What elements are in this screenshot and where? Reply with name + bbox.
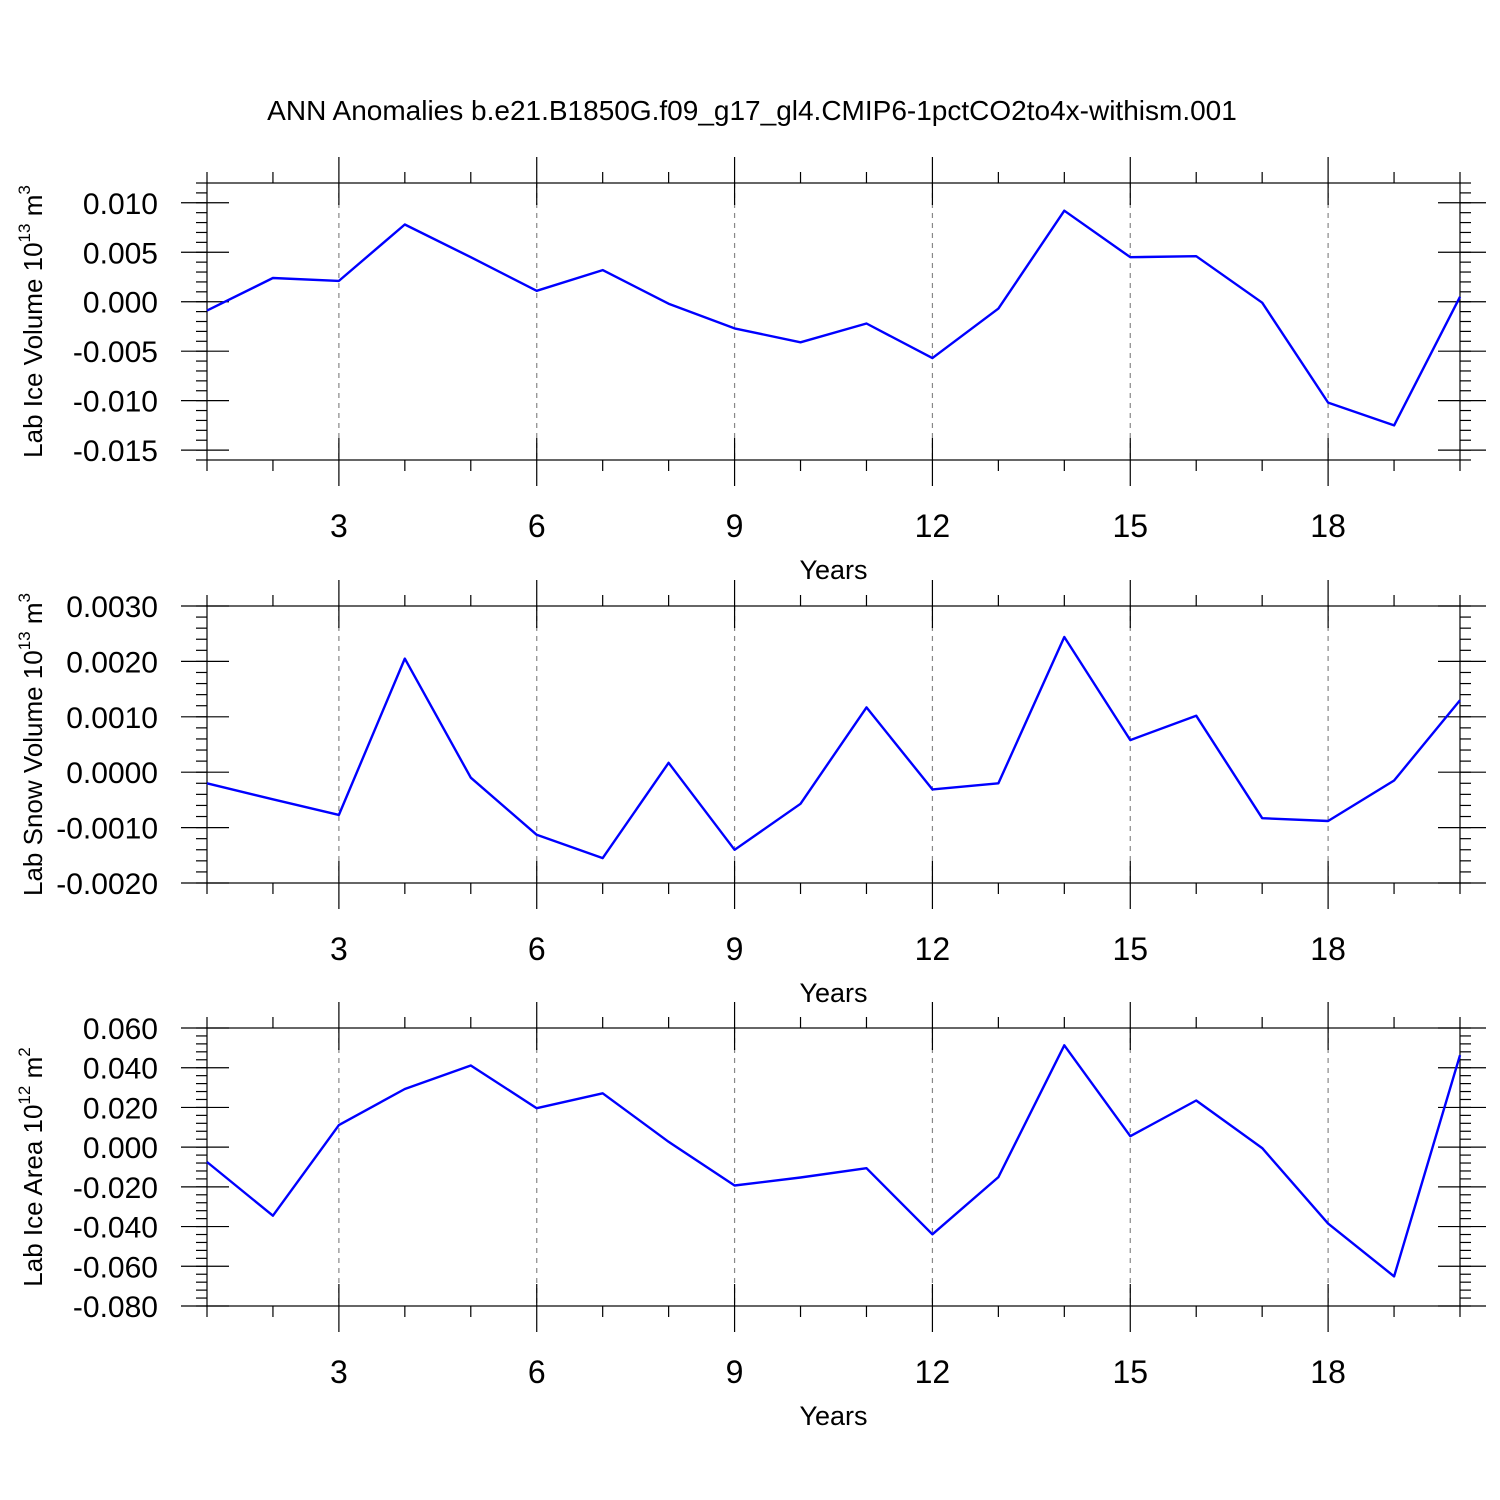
panel-2-xtick-label-6: 6 bbox=[528, 931, 546, 967]
panel-2-xlabel: Years bbox=[799, 978, 867, 1008]
panel-3-ytick-label-4: 0.000 bbox=[83, 1132, 158, 1165]
panel-3-ylabel-unit-exp: 2 bbox=[15, 1047, 34, 1056]
panel-1-ylabel-unit: m bbox=[18, 195, 48, 224]
panel-2-ylabel-exp: 13 bbox=[15, 631, 34, 650]
panel-2-ylabel: Lab Snow Volume 1013 m3 bbox=[15, 593, 48, 896]
panel-2-ytick-label-2: 0.0000 bbox=[66, 757, 158, 790]
panel-3-xlabel: Years bbox=[799, 1401, 867, 1431]
panel-3-ylabel: Lab Ice Area 1012 m2 bbox=[15, 1047, 48, 1286]
panel-2-xtick-label-3: 3 bbox=[330, 931, 348, 967]
panel-3-xtick-label-12: 12 bbox=[915, 1354, 951, 1390]
panel-3-xtick-label-6: 6 bbox=[528, 1354, 546, 1390]
panel-1-ylabel-unit-exp: 3 bbox=[15, 185, 34, 194]
panel-1-ytick-label-3: 0.000 bbox=[83, 287, 158, 320]
panel-3-xtick-label-15: 15 bbox=[1112, 1354, 1148, 1390]
figure-title: ANN Anomalies b.e21.B1850G.f09_g17_gl4.C… bbox=[267, 95, 1237, 126]
panel-3-ytick-label-6: 0.040 bbox=[83, 1053, 158, 1086]
panel-1-ytick-label-4: 0.005 bbox=[83, 237, 158, 270]
panel-2-xtick-label-18: 18 bbox=[1310, 931, 1346, 967]
panel-3-ytick-label-5: 0.020 bbox=[83, 1092, 158, 1125]
panel-3-ytick-label-0: -0.080 bbox=[73, 1291, 158, 1324]
panel-2-xtick-label-9: 9 bbox=[726, 931, 744, 967]
panel-1-xtick-label-6: 6 bbox=[528, 508, 546, 544]
panel-3-ylabel-unit: m bbox=[18, 1057, 48, 1086]
panels: -0.015 -0.010 -0.005 0.000 0.005 0.010 3 6 9 12 15… bbox=[15, 157, 1486, 1431]
panel-2-series-line bbox=[206, 635, 1461, 860]
panel-2-frame bbox=[206, 605, 1461, 884]
panel-1-ytick-label-5: 0.010 bbox=[83, 188, 158, 221]
panel-2-ytick-label-1: -0.0010 bbox=[56, 813, 158, 846]
panel-2-xtick-label-15: 15 bbox=[1112, 931, 1148, 967]
panel-1-xtick-label-3: 3 bbox=[330, 508, 348, 544]
panel-3: -0.080 -0.060 -0.040 -0.020 0.000 0.020 0.040 0… bbox=[15, 1002, 1486, 1431]
panel-3-ytick-label-7: 0.060 bbox=[83, 1013, 158, 1046]
panel-1-xtick-label-15: 15 bbox=[1112, 508, 1148, 544]
panel-1-ytick-label-2: -0.005 bbox=[73, 336, 158, 369]
panel-2-ylabel-unit: m bbox=[18, 602, 48, 631]
panel-1: -0.015 -0.010 -0.005 0.000 0.005 0.010 3 6 9 12 15… bbox=[15, 157, 1486, 585]
panel-3-ytick-label-3: -0.020 bbox=[73, 1172, 158, 1205]
panel-2-ylabel-name: Lab Snow Volume 10 bbox=[18, 650, 48, 896]
panel-3-series-line bbox=[206, 1044, 1462, 1278]
panel-3-ytick-label-2: -0.040 bbox=[73, 1212, 158, 1245]
panel-1-ylabel: Lab Ice Volume 1013 m3 bbox=[15, 185, 48, 458]
panel-3-ytick-label-1: -0.060 bbox=[73, 1251, 158, 1284]
panel-2-ytick-label-3: 0.0010 bbox=[66, 702, 158, 735]
panel-3-xtick-label-9: 9 bbox=[726, 1354, 744, 1390]
panel-1-ylabel-exp: 13 bbox=[15, 224, 34, 243]
panel-1-xtick-label-9: 9 bbox=[726, 508, 744, 544]
panel-3-xtick-label-3: 3 bbox=[330, 1354, 348, 1390]
panel-3-xtick-label-18: 18 bbox=[1310, 1354, 1346, 1390]
panel-1-xtick-label-12: 12 bbox=[915, 508, 951, 544]
panel-1-series-line bbox=[206, 209, 1462, 427]
panel-1-xlabel: Years bbox=[799, 555, 867, 585]
panel-1-ytick-label-0: -0.015 bbox=[73, 435, 158, 468]
panel-1-ylabel-name: Lab Ice Volume 10 bbox=[18, 242, 48, 457]
panel-2-ytick-label-0: -0.0020 bbox=[56, 868, 158, 901]
panel-1-xtick-label-18: 18 bbox=[1310, 508, 1346, 544]
panel-3-frame bbox=[206, 1027, 1461, 1307]
panel-1-ytick-label-1: -0.010 bbox=[73, 386, 158, 419]
panel-2: -0.0020 -0.0010 0.0000 0.0010 0.0020 0.0030 3 6… bbox=[15, 580, 1486, 1008]
panel-2-ytick-label-5: 0.0030 bbox=[66, 591, 158, 624]
panel-3-ylabel-exp: 12 bbox=[15, 1086, 34, 1105]
panel-2-xtick-label-12: 12 bbox=[915, 931, 951, 967]
panel-2-ytick-label-4: 0.0020 bbox=[66, 646, 158, 679]
panel-2-ylabel-unit-exp: 3 bbox=[15, 593, 34, 602]
panel-3-ylabel-name: Lab Ice Area 10 bbox=[18, 1105, 48, 1287]
